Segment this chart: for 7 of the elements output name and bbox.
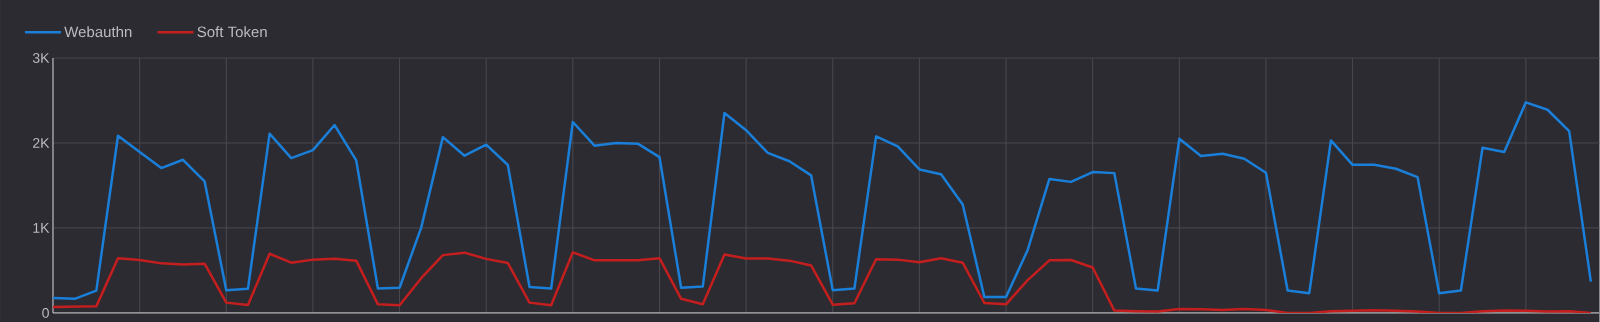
- y-tick-label: 0: [42, 307, 49, 318]
- y-tick-label: 2K: [33, 138, 50, 148]
- y-tick-label: 3K: [32, 53, 50, 63]
- line-series: [53, 101, 1593, 301]
- legend-label: Webauthn: [64, 26, 132, 38]
- y-tick-label: 1K: [33, 223, 50, 233]
- legend-label: Soft Token: [197, 26, 267, 38]
